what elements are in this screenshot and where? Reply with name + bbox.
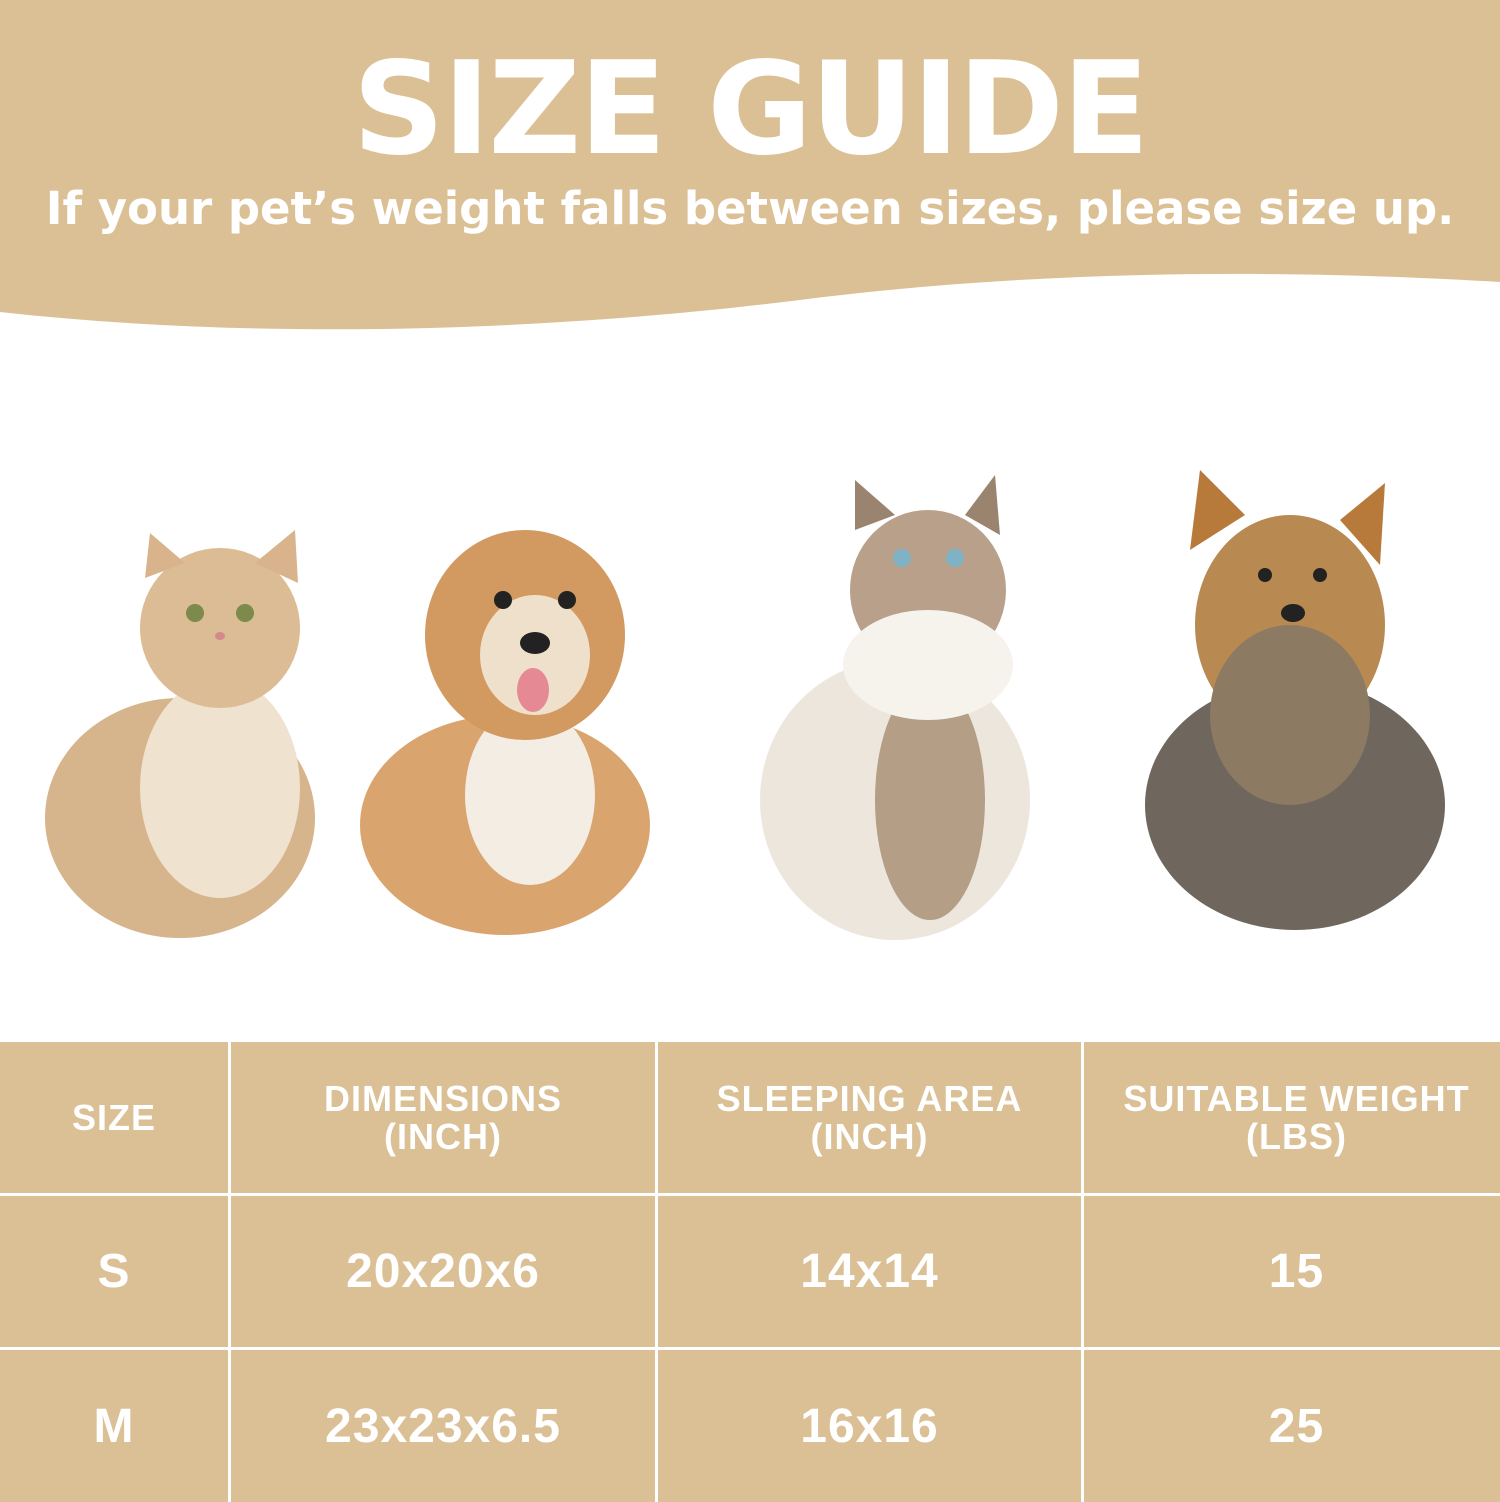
header-label: SLEEPING AREA xyxy=(716,1077,1023,1119)
cell-dimensions: 20x20x6 xyxy=(231,1196,655,1347)
page-subtitle: If your pet’s weight falls between sizes… xyxy=(45,182,1455,235)
header-label: DIMENSIONS xyxy=(323,1077,563,1119)
cat-image xyxy=(760,475,1030,940)
size-table: SIZE DIMENSIONS (INCH) SLEEPING AREA (INCH… xyxy=(0,1042,1500,1502)
cell-weight: 25 xyxy=(1084,1350,1500,1502)
header-size: SIZE xyxy=(0,1042,228,1193)
cell-weight: 15 xyxy=(1084,1196,1500,1347)
dog-image xyxy=(1145,470,1445,930)
dog-image xyxy=(360,530,650,935)
header-suitable-weight: SUITABLE WEIGHT (LBS) xyxy=(1084,1042,1500,1193)
header-label: SUITABLE WEIGHT xyxy=(1123,1077,1470,1119)
header-label: SIZE xyxy=(71,1096,156,1138)
cell-sleeping-area: 16x16 xyxy=(658,1350,1081,1502)
cell-size: S xyxy=(0,1196,228,1347)
cat-image xyxy=(45,530,315,938)
cell-sleeping-area: 14x14 xyxy=(658,1196,1081,1347)
header-unit: (INCH) xyxy=(384,1115,502,1157)
page-title: SIZE GUIDE xyxy=(352,35,1150,184)
header-sleeping-area: SLEEPING AREA (INCH) xyxy=(658,1042,1081,1193)
cell-dimensions: 23x23x6.5 xyxy=(231,1350,655,1502)
header-unit: (LBS) xyxy=(1246,1115,1347,1157)
header-dimensions: DIMENSIONS (INCH) xyxy=(231,1042,655,1193)
cell-size: M xyxy=(0,1350,228,1502)
header-banner xyxy=(0,0,1500,330)
header-unit: (INCH) xyxy=(810,1115,929,1157)
